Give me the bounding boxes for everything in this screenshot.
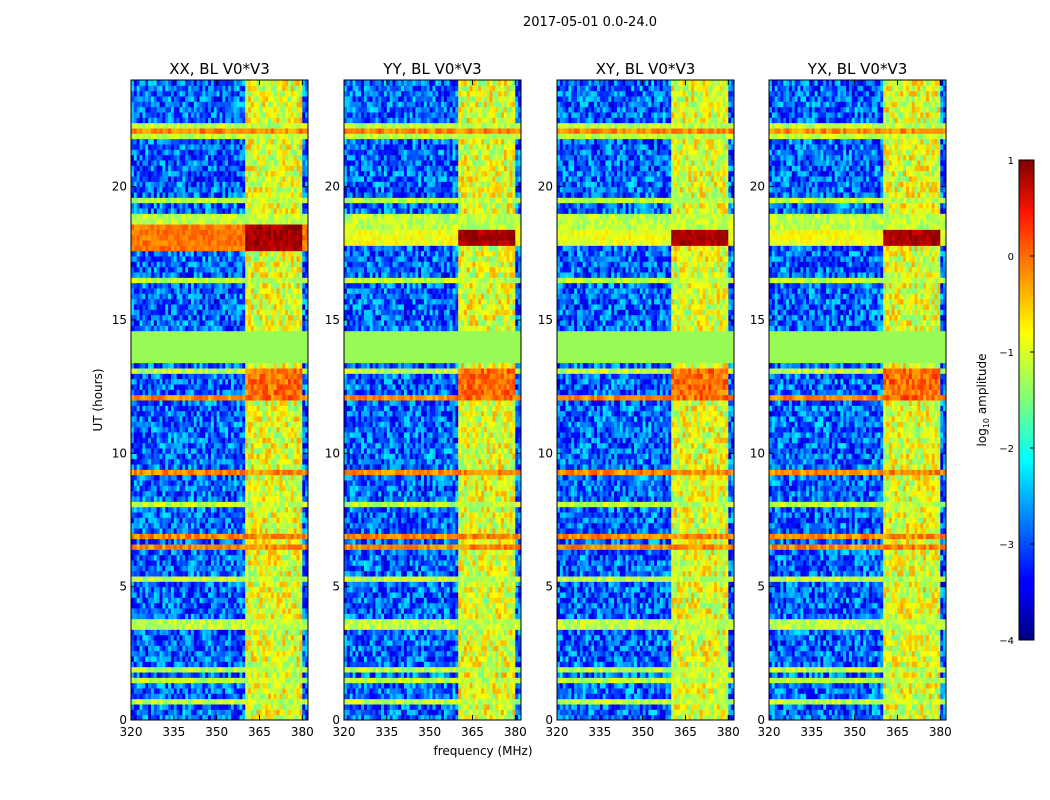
y-tick-label: 5: [119, 580, 127, 594]
colorbar-label: log10 amplitude: [975, 354, 991, 447]
panel-title: XX, BL V0*V3: [169, 60, 270, 78]
colorbar-tick-label: −1: [999, 348, 1014, 359]
y-tick-label: 0: [757, 713, 765, 727]
panel-title: YY, BL V0*V3: [382, 60, 481, 78]
x-tick-label: 365: [248, 725, 271, 739]
y-tick-label: 15: [750, 313, 765, 327]
y-tick-label: 0: [332, 713, 340, 727]
x-axis-label: frequency (MHz): [433, 744, 532, 758]
x-tick-label: 350: [843, 725, 866, 739]
panel-title: YX, BL V0*V3: [807, 60, 908, 78]
x-tick-label: 350: [418, 725, 441, 739]
x-tick-label: 380: [504, 725, 527, 739]
y-tick-label: 20: [750, 180, 765, 194]
x-tick-label: 350: [631, 725, 654, 739]
colorbar-label-rest: amplitude: [975, 354, 989, 418]
figure-title: 2017-05-01 0.0-24.0: [523, 15, 657, 30]
colorbar-tick-label: −3: [999, 540, 1014, 551]
y-tick-label: 15: [112, 313, 127, 327]
x-tick-label: 335: [162, 725, 185, 739]
x-tick-label: 365: [461, 725, 484, 739]
panel-1: XX, BL V0*V3 320 335 350 365 380 0 5 10 15 20: [112, 60, 314, 739]
colorbar: 10−1−2−3−4 log10 amplitude: [975, 156, 1034, 647]
y-tick-label: 5: [545, 580, 553, 594]
y-tick-label: 10: [750, 446, 765, 460]
x-tick-label: 335: [375, 725, 398, 739]
y-tick-label: 20: [325, 180, 340, 194]
colorbar-tick-label: 0: [1008, 252, 1014, 263]
x-tick-label: 335: [588, 725, 611, 739]
x-tick-label: 365: [886, 725, 909, 739]
panel-title: XY, BL V0*V3: [596, 60, 696, 78]
colorbar-tick-label: −2: [999, 444, 1014, 455]
y-tick-label: 5: [332, 580, 340, 594]
x-tick-label: 380: [929, 725, 952, 739]
x-tick-label: 320: [758, 725, 781, 739]
y-tick-label: 15: [538, 313, 553, 327]
x-tick-label: 335: [800, 725, 823, 739]
y-tick-label: 15: [325, 313, 340, 327]
colorbar-gradient: [1019, 160, 1034, 640]
x-tick-label: 320: [333, 725, 356, 739]
colorbar-label-base: log: [975, 428, 989, 446]
y-tick-label: 10: [325, 446, 340, 460]
x-tick-label: 365: [674, 725, 697, 739]
y-tick-label: 5: [757, 580, 765, 594]
y-tick-label: 10: [112, 446, 127, 460]
figure: 2017-05-01 0.0-24.0 XX, BL V0*V3 320 335 35…: [0, 0, 1050, 800]
y-axis-label: UT (hours): [91, 368, 105, 431]
colorbar-label-sub: 10: [982, 418, 991, 428]
y-tick-label: 20: [538, 180, 553, 194]
panel-2: YY, BL V0*V3 320 335 350 365 380 0 5 10 15 20: [325, 60, 527, 739]
x-tick-label: 320: [120, 725, 143, 739]
x-tick-label: 350: [205, 725, 228, 739]
panel-3: XY, BL V0*V3 320 335 350 365 380 0 5 10 15 20: [538, 60, 740, 739]
x-tick-label: 380: [291, 725, 314, 739]
colorbar-tick-label: 1: [1008, 156, 1014, 167]
y-tick-label: 0: [119, 713, 127, 727]
x-tick-label: 320: [546, 725, 569, 739]
panel-4: YX, BL V0*V3 320 335 350 365 380 0 5 10 15 20: [750, 60, 952, 739]
y-tick-label: 10: [538, 446, 553, 460]
y-tick-label: 20: [112, 180, 127, 194]
x-tick-label: 380: [717, 725, 740, 739]
colorbar-tick-label: −4: [999, 636, 1014, 647]
y-tick-label: 0: [545, 713, 553, 727]
